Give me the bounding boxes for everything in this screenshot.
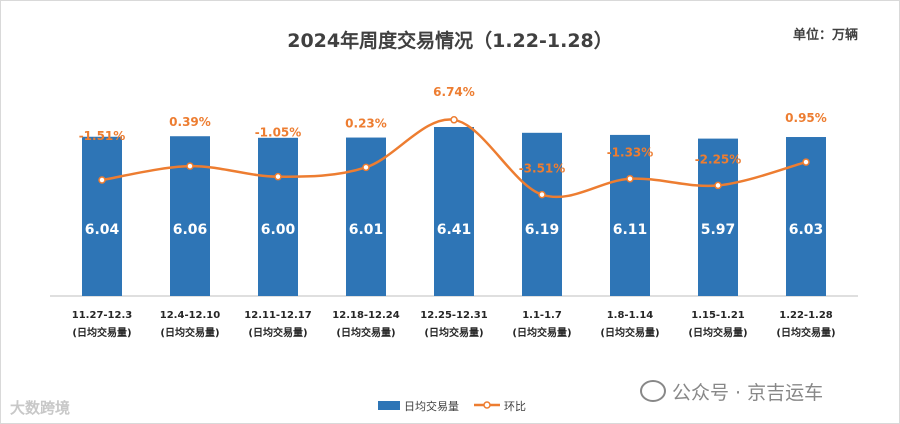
x-tick-sublabel-8: (日均交易量)	[776, 326, 835, 339]
x-tick-label-7: 1.15-1.21	[691, 310, 745, 321]
x-tick-sublabel-0: (日均交易量)	[72, 326, 131, 339]
bar-value-label-6: 6.11	[613, 222, 648, 238]
x-tick-sublabel-6: (日均交易量)	[600, 326, 659, 339]
x-tick-label-0: 11.27-12.3	[72, 310, 132, 321]
line-value-label-0: -1.51%	[79, 129, 126, 143]
x-tick-sublabel-1: (日均交易量)	[160, 326, 219, 339]
x-tick-sublabel-4: (日均交易量)	[424, 326, 483, 339]
line-point-0	[98, 176, 106, 184]
x-tick-label-6: 1.8-1.14	[607, 310, 654, 321]
bar-6	[610, 134, 650, 296]
line-value-label-2: -1.05%	[255, 126, 302, 140]
line-value-label-4: 6.74%	[433, 85, 475, 99]
x-tick-sublabel-2: (日均交易量)	[248, 326, 307, 339]
x-tick-sublabel-7: (日均交易量)	[688, 326, 747, 339]
bar-0	[82, 136, 122, 296]
watermark-right: 公众号 · 京吉运车	[640, 378, 823, 405]
legend-label-bar: 日均交易量	[404, 399, 459, 413]
legend-swatch-bar	[378, 401, 400, 410]
line-point-7	[714, 181, 722, 190]
bar-value-label-4: 6.41	[437, 222, 472, 238]
x-tick-sublabel-3: (日均交易量)	[336, 326, 395, 339]
line-point-8	[802, 158, 810, 166]
watermark-left: 大数跨境	[10, 399, 71, 417]
line-point-4	[450, 116, 458, 124]
chart-title: 2024年周度交易情况（1.22-1.28）	[287, 30, 613, 52]
bar-4	[434, 127, 474, 296]
line-value-label-6: -1.33%	[607, 146, 654, 160]
bar-1	[170, 136, 210, 296]
x-tick-sublabel-5: (日均交易量)	[512, 326, 571, 339]
bar-value-label-0: 6.04	[85, 222, 120, 238]
bar-value-label-3: 6.01	[349, 222, 384, 238]
x-tick-label-8: 1.22-1.28	[779, 310, 833, 321]
line-value-label-8: 0.95%	[785, 111, 827, 125]
bar-7	[698, 138, 738, 296]
line-value-label-7: -2.25%	[695, 152, 742, 166]
unit-label: 单位：万辆	[792, 28, 858, 43]
bar-value-label-2: 6.00	[261, 222, 296, 238]
x-tick-label-1: 12.4-12.10	[160, 310, 220, 321]
legend-marker-line	[483, 401, 491, 409]
line-value-label-1: 0.39%	[169, 115, 211, 129]
x-tick-label-5: 1.1-1.7	[522, 310, 562, 321]
line-point-2	[274, 172, 282, 181]
line-value-label-3: 0.23%	[345, 116, 387, 130]
x-tick-label-3: 12.18-12.24	[332, 310, 399, 321]
bar-5	[522, 132, 562, 296]
watermark-right-text: 公众号 · 京吉运车	[672, 382, 824, 404]
line-point-3	[362, 163, 370, 172]
bar-value-label-7: 5.97	[701, 222, 736, 238]
wechat-icon	[640, 380, 666, 402]
bar-value-label-8: 6.03	[789, 222, 824, 238]
bar-value-label-1: 6.06	[173, 222, 208, 238]
line-point-1	[186, 162, 194, 170]
line-value-label-5: -3.51%	[519, 162, 566, 176]
bar-value-label-5: 6.19	[525, 222, 560, 238]
x-tick-label-4: 12.25-12.31	[420, 310, 487, 321]
line-point-6	[626, 174, 634, 183]
line-point-5	[538, 190, 546, 199]
bar-2	[258, 137, 298, 296]
legend-label-line: 环比	[504, 400, 526, 413]
x-tick-label-2: 12.11-12.17	[244, 310, 311, 321]
